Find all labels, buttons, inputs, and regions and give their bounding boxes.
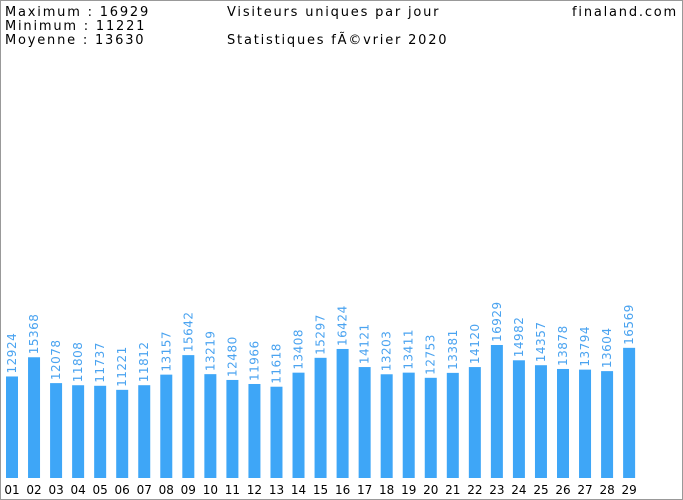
x-tick-label: 14 xyxy=(291,483,306,497)
bar xyxy=(424,377,437,478)
x-tick-label: 12 xyxy=(247,483,262,497)
value-label: 11737 xyxy=(93,342,107,383)
value-label: 13381 xyxy=(446,329,460,370)
bar xyxy=(94,385,107,478)
x-tick-label: 02 xyxy=(26,483,41,497)
bar xyxy=(490,345,503,478)
value-label: 13157 xyxy=(159,331,173,372)
value-label: 11221 xyxy=(115,346,129,387)
value-label: 11812 xyxy=(137,342,151,383)
x-tick-label: 16 xyxy=(335,483,350,497)
value-label: 12924 xyxy=(5,333,19,374)
x-tick-label: 17 xyxy=(357,483,372,497)
bar xyxy=(468,367,481,478)
bar xyxy=(182,355,195,478)
stat-max: Maximum : 16929 xyxy=(5,5,150,20)
value-label: 14121 xyxy=(358,323,372,364)
bar xyxy=(601,371,614,478)
value-label: 14982 xyxy=(512,317,526,358)
bar xyxy=(138,385,151,478)
x-tick-label: 21 xyxy=(445,483,460,497)
bar xyxy=(292,372,305,478)
x-tick-label: 01 xyxy=(4,483,19,497)
x-tick-label: 05 xyxy=(93,483,108,497)
value-label: 13219 xyxy=(203,330,217,371)
chart-subtitle: Statistiques fÃ©vrier 2020 xyxy=(227,32,448,48)
x-tick-label: 04 xyxy=(70,483,85,497)
value-label: 13604 xyxy=(600,327,614,368)
x-tick-label: 19 xyxy=(401,483,416,497)
x-tick-label: 22 xyxy=(467,483,482,497)
stat-avg: Moyenne : 13630 xyxy=(5,33,145,48)
x-tick-label: 27 xyxy=(577,483,592,497)
x-tick-label: 18 xyxy=(379,483,394,497)
value-label: 13203 xyxy=(380,331,394,372)
value-label: 13411 xyxy=(402,329,416,370)
x-tick-label: 28 xyxy=(599,483,614,497)
x-tick-label: 23 xyxy=(489,483,504,497)
x-tick-label: 29 xyxy=(621,483,636,497)
value-label: 13408 xyxy=(292,329,306,370)
value-label: 11808 xyxy=(71,342,85,383)
x-tick-label: 11 xyxy=(225,483,240,497)
value-label: 12753 xyxy=(424,334,438,375)
site-name: finaland.com xyxy=(572,5,678,20)
x-tick-label: 07 xyxy=(137,483,152,497)
x-tick-label: 09 xyxy=(181,483,196,497)
bar xyxy=(248,383,261,478)
bar xyxy=(204,374,217,478)
value-label: 14120 xyxy=(468,323,482,364)
value-label: 11618 xyxy=(269,343,283,384)
x-tick-label: 26 xyxy=(555,483,570,497)
bar xyxy=(336,348,349,478)
value-label: 16929 xyxy=(490,301,504,342)
bar xyxy=(380,374,393,478)
bar xyxy=(116,389,129,478)
bar xyxy=(50,383,63,478)
bar xyxy=(623,347,636,478)
x-tick-label: 24 xyxy=(511,483,526,497)
chart-title: Visiteurs uniques par jour xyxy=(227,5,440,20)
bar xyxy=(579,369,592,478)
bar xyxy=(557,368,569,478)
value-label: 12480 xyxy=(225,336,239,377)
value-label: 14357 xyxy=(534,322,548,363)
bar xyxy=(72,385,85,478)
x-tick-label: 25 xyxy=(533,483,548,497)
bar xyxy=(512,360,525,478)
bar xyxy=(534,365,547,478)
value-label: 12078 xyxy=(49,339,63,380)
bar xyxy=(6,376,18,478)
x-tick-label: 06 xyxy=(115,483,130,497)
bar xyxy=(28,357,41,478)
value-label: 13878 xyxy=(556,325,570,366)
value-label: 11966 xyxy=(247,340,261,381)
bar xyxy=(446,372,459,478)
bar xyxy=(314,357,327,478)
value-label: 16424 xyxy=(336,305,350,346)
x-tick-label: 08 xyxy=(159,483,174,497)
bar xyxy=(226,379,239,478)
value-label: 15642 xyxy=(181,311,195,352)
stat-min: Minimum : 11221 xyxy=(5,19,146,34)
value-label: 15368 xyxy=(27,314,41,355)
bar xyxy=(402,372,415,478)
x-tick-label: 20 xyxy=(423,483,438,497)
value-label: 15297 xyxy=(314,314,328,355)
bar xyxy=(270,386,283,478)
x-tick-label: 10 xyxy=(203,483,218,497)
x-tick-label: 03 xyxy=(48,483,63,497)
bar xyxy=(358,367,371,478)
bar xyxy=(160,374,173,478)
value-label: 16569 xyxy=(622,304,636,345)
x-tick-label: 13 xyxy=(269,483,284,497)
x-tick-label: 15 xyxy=(313,483,328,497)
value-label: 13794 xyxy=(578,326,592,367)
